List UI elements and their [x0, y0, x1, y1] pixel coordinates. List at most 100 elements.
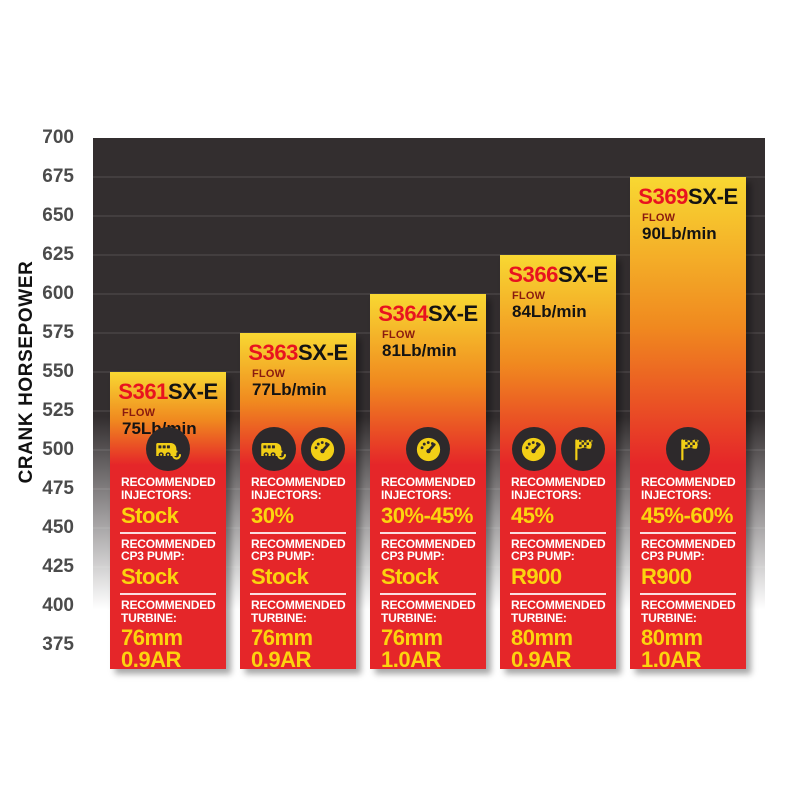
- turbine-ar: 0.9AR: [251, 646, 311, 669]
- recommended-turbine-label: RECOMMENDED TURBINE:: [110, 599, 226, 625]
- recommended-injectors-label: RECOMMENDED INJECTORS:: [110, 476, 226, 502]
- recommended-cp3-label: RECOMMENDED CP3 PUMP:: [500, 537, 616, 564]
- recommended-turbine-label: RECOMMENDED TURBINE:: [240, 599, 356, 625]
- recommended-injectors-label: RECOMMENDED INJECTORS:: [370, 476, 486, 502]
- flow-value: 90Lb/min: [642, 224, 717, 243]
- bar: S364SX-E FLOW 81Lb/min RECOMMENDED INJECTORS…: [370, 294, 486, 669]
- y-axis-tick: 400: [42, 595, 74, 616]
- flag-icon: [666, 427, 710, 471]
- cp3-value: Stock: [381, 564, 439, 590]
- label-line1: RECOMMENDED: [511, 598, 606, 613]
- turbine-size: 80mm: [641, 624, 703, 650]
- section-divider: [120, 593, 216, 596]
- icons-row: [500, 427, 616, 471]
- y-axis-tick: 650: [42, 205, 74, 226]
- label-line2: CP3 PUMP:: [251, 549, 315, 564]
- icons-row: [630, 427, 746, 471]
- turbine-value: 76mm 0.9AR: [240, 624, 356, 669]
- label-line2: INJECTORS:: [251, 487, 322, 502]
- label-line1: RECOMMENDED: [511, 475, 606, 489]
- section-divider: [640, 593, 736, 596]
- label-line2: CP3 PUMP:: [121, 549, 185, 564]
- label-line1: RECOMMENDED: [251, 475, 346, 489]
- y-axis-tick: 700: [42, 127, 74, 148]
- cp3-value: R900: [641, 564, 692, 590]
- recommended-injectors-label: RECOMMENDED INJECTORS:: [240, 476, 356, 502]
- rv-icon: [146, 427, 190, 471]
- flow-label: FLOW: [252, 368, 286, 380]
- recommended-injectors-label: RECOMMENDED INJECTORS:: [500, 476, 616, 502]
- label-line1: RECOMMENDED: [121, 598, 216, 613]
- turbine-value: 76mm 0.9AR: [110, 624, 226, 669]
- flow-label: FLOW: [122, 407, 156, 419]
- model-name: S363SX-E: [240, 342, 356, 364]
- model-suffix: SX-E: [168, 379, 218, 404]
- label-line1: RECOMMENDED: [381, 536, 476, 551]
- injectors-value: 30%: [251, 502, 294, 528]
- turbine-size: 76mm: [121, 624, 183, 650]
- y-axis-tick: 450: [42, 517, 74, 538]
- section-divider: [640, 531, 736, 534]
- icons-row: [370, 427, 486, 471]
- model-prefix: S364: [378, 301, 429, 326]
- gauge-icon: [300, 427, 345, 471]
- y-axis-tick: 500: [42, 439, 74, 460]
- model-name: S369SX-E: [630, 186, 746, 208]
- section-divider: [380, 593, 476, 596]
- flag-icon: [560, 427, 605, 471]
- icons-row: [240, 427, 356, 471]
- y-axis-tick: 550: [42, 361, 74, 382]
- label-line2: INJECTORS:: [511, 487, 582, 502]
- y-axis-tick: 425: [42, 556, 74, 577]
- model-prefix: S361: [118, 379, 169, 404]
- label-line2: CP3 PUMP:: [511, 549, 575, 564]
- turbine-size: 80mm: [511, 624, 573, 650]
- y-axis-tick: 625: [42, 244, 74, 265]
- bar-details: RECOMMENDED INJECTORS: Stock RECOMMENDED CP3…: [110, 427, 226, 669]
- label-line2: TURBINE:: [381, 611, 437, 626]
- label-line2: INJECTORS:: [381, 487, 452, 502]
- label-line2: TURBINE:: [641, 611, 697, 626]
- cp3-value: R900: [511, 564, 562, 590]
- label-line2: TURBINE:: [511, 611, 567, 626]
- recommended-cp3-label: RECOMMENDED CP3 PUMP:: [630, 537, 746, 564]
- label-line1: RECOMMENDED: [251, 598, 346, 613]
- section-divider: [250, 531, 346, 534]
- section-divider: [250, 593, 346, 596]
- y-axis-tick: 675: [42, 166, 74, 187]
- section-divider: [120, 531, 216, 534]
- flow-label: FLOW: [382, 329, 416, 341]
- turbine-value: 76mm 1.0AR: [370, 624, 486, 669]
- bar-details: RECOMMENDED INJECTORS: 30%-45% RECOMMENDED C…: [370, 427, 486, 669]
- model-name: S366SX-E: [500, 264, 616, 286]
- recommended-turbine-label: RECOMMENDED TURBINE:: [370, 599, 486, 625]
- turbine-size: 76mm: [381, 624, 443, 650]
- y-axis-tick: 375: [42, 634, 74, 655]
- model-prefix: S366: [508, 262, 559, 287]
- flow-label: FLOW: [512, 290, 546, 302]
- label-line2: CP3 PUMP:: [641, 549, 705, 564]
- turbine-value: 80mm 1.0AR: [630, 624, 746, 669]
- bar: S361SX-EFLOW75Lb/minRECOMMENDEDINJECTORS…: [110, 372, 226, 669]
- model-prefix: S363: [248, 340, 299, 365]
- turbine-value: 80mm 0.9AR: [500, 624, 616, 669]
- icons-row: [110, 427, 226, 471]
- gauge-icon: [511, 427, 556, 471]
- model-name: S361SX-E: [110, 381, 226, 403]
- gauge-icon: [406, 427, 450, 471]
- section-divider: [380, 531, 476, 534]
- label-line2: CP3 PUMP:: [381, 549, 445, 564]
- recommended-injectors-label: RECOMMENDED INJECTORS:: [630, 476, 746, 502]
- recommended-cp3-label: RECOMMENDED CP3 PUMP:: [110, 537, 226, 564]
- recommended-cp3-label: RECOMMENDED CP3 PUMP:: [240, 537, 356, 564]
- rv-icon: [251, 427, 296, 471]
- label-line2: TURBINE:: [121, 611, 177, 626]
- y-axis-tick: 575: [42, 322, 74, 343]
- turbine-size: 76mm: [251, 624, 313, 650]
- model-name: S364SX-E: [370, 303, 486, 325]
- cp3-value: Stock: [251, 564, 309, 590]
- model-suffix: SX-E: [688, 184, 738, 209]
- injectors-value: 30%-45%: [381, 502, 473, 528]
- recommended-cp3-label: RECOMMENDED CP3 PUMP:: [370, 536, 486, 564]
